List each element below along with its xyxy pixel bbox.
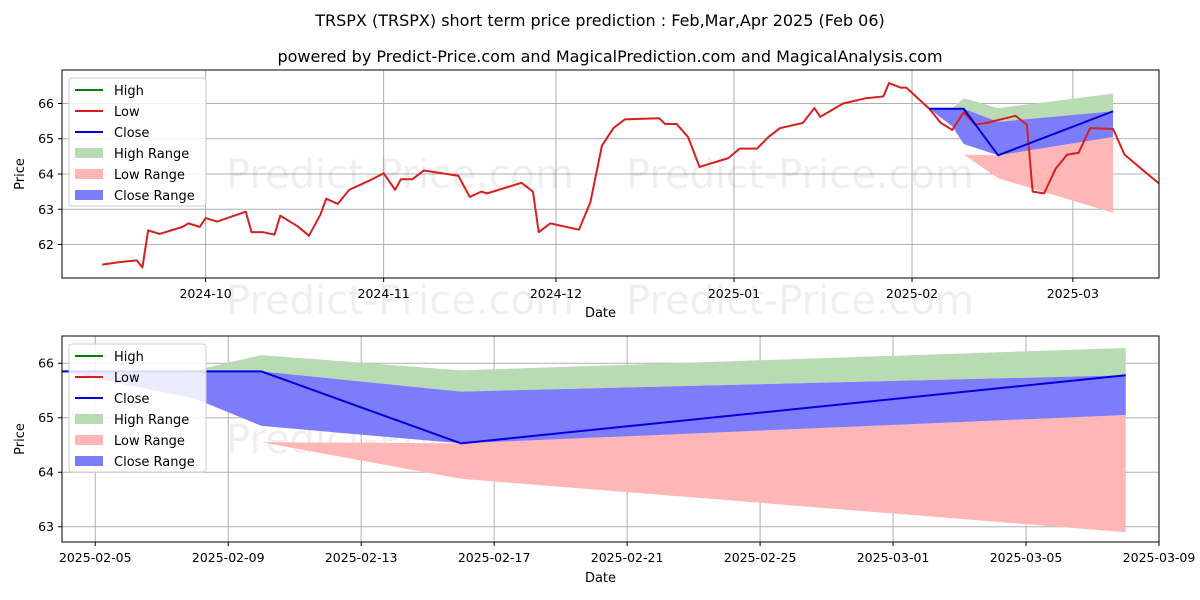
legend-high-label: High: [114, 84, 144, 99]
legend-low-range-label: Low Range: [114, 434, 185, 449]
x-tick-label: 2025-02-05: [59, 550, 132, 565]
legend-high-range-label: High Range: [114, 147, 189, 162]
close-series-line: [929, 107, 1114, 157]
y-tick-label: 65: [38, 410, 54, 425]
x-tick-label: 2025-02: [886, 286, 938, 301]
y-tick-label: 63: [38, 202, 54, 217]
legend-box: [68, 343, 207, 473]
y-tick-label: 66: [38, 96, 54, 111]
legend-high-range-swatch: [75, 414, 103, 424]
legend-high-label: High: [114, 350, 144, 365]
low-range-band: [929, 108, 1114, 213]
legend-low-label: Low: [114, 371, 140, 386]
legend-box: [68, 77, 207, 207]
plot-frame: [61, 335, 1160, 543]
y-tick-label: 62: [38, 237, 54, 252]
x-tick-label: 2025-02-09: [192, 550, 265, 565]
close-range-band: [929, 108, 1114, 156]
low-range-band: [62, 371, 1126, 533]
plot-area: [102, 82, 1159, 269]
x-tick-label: 2025-03-05: [990, 550, 1063, 565]
x-axis-label: Date: [585, 571, 616, 586]
panel-bottom: 2025-02-05 2025-02-09 2025-02-13 2025-02-17…: [13, 335, 1196, 586]
watermark-text: Predict-Price.com: [226, 152, 574, 198]
x-tick-label: 2025-02-25: [724, 550, 797, 565]
y-tick-label: 64: [38, 465, 54, 480]
y-axis-label: Price: [13, 423, 28, 455]
legend-high-range-swatch: [75, 148, 103, 158]
x-tick-label: 2025-02-21: [591, 550, 664, 565]
y-tick-label: 65: [38, 131, 54, 146]
legend-close-label: Close: [114, 392, 149, 407]
legend-low-range-swatch: [75, 169, 103, 179]
x-tick-label: 2025-02-17: [458, 550, 531, 565]
legend-close-range-swatch: [75, 456, 103, 466]
x-tick-label: 2025-02-13: [325, 550, 398, 565]
legend-close-range-label: Close Range: [114, 455, 195, 470]
legend-high-range-label: High Range: [114, 413, 189, 428]
legend-close-label: Close: [114, 126, 149, 141]
y-tick-label: 63: [38, 519, 54, 534]
x-tick-label: 2024-12: [530, 286, 582, 301]
y-axis-label: Price: [13, 158, 28, 190]
high-range-band: [929, 93, 1114, 122]
legend-low-range-swatch: [75, 435, 103, 445]
plot-frame: [61, 69, 1160, 279]
legend: High Low Close High Range Low Range Close Ran…: [68, 343, 207, 473]
x-axis-label: Date: [585, 306, 616, 321]
high-range-band: [62, 347, 1126, 392]
chart-title: TRSPX (TRSPX) short term price predictio…: [314, 11, 885, 30]
legend: High Low Close High Range Low Range Close Ran…: [68, 77, 207, 207]
y-tick-label: 64: [38, 167, 54, 182]
watermark-text: Predict-Price.com: [626, 278, 974, 324]
x-tick-label: 2025-03: [1047, 286, 1099, 301]
watermark-text: Predict-Price.com: [226, 278, 574, 324]
x-tick-label: 2025-01: [708, 286, 760, 301]
y-tick-label: 66: [38, 356, 54, 371]
low-series-line: [102, 82, 1159, 269]
x-tick-label: 2025-03-09: [1123, 550, 1196, 565]
watermark-text: Predict-Price.com: [626, 152, 974, 198]
x-tick-label: 2024-10: [179, 286, 231, 301]
plot-area: [62, 347, 1126, 533]
x-tick-label: 2024-11: [358, 286, 410, 301]
legend-low-label: Low: [114, 105, 140, 120]
legend-close-range-swatch: [75, 190, 103, 200]
legend-low-range-label: Low Range: [114, 168, 185, 183]
x-tick-label: 2025-03-01: [857, 550, 930, 565]
panel-top: 2024-10 2024-11 2024-12 2025-01 2025-02 2025-…: [13, 69, 1160, 324]
chart-subtitle: powered by Predict-Price.com and Magical…: [277, 47, 942, 66]
legend-close-range-label: Close Range: [114, 189, 195, 204]
close-range-band: [62, 371, 1126, 444]
